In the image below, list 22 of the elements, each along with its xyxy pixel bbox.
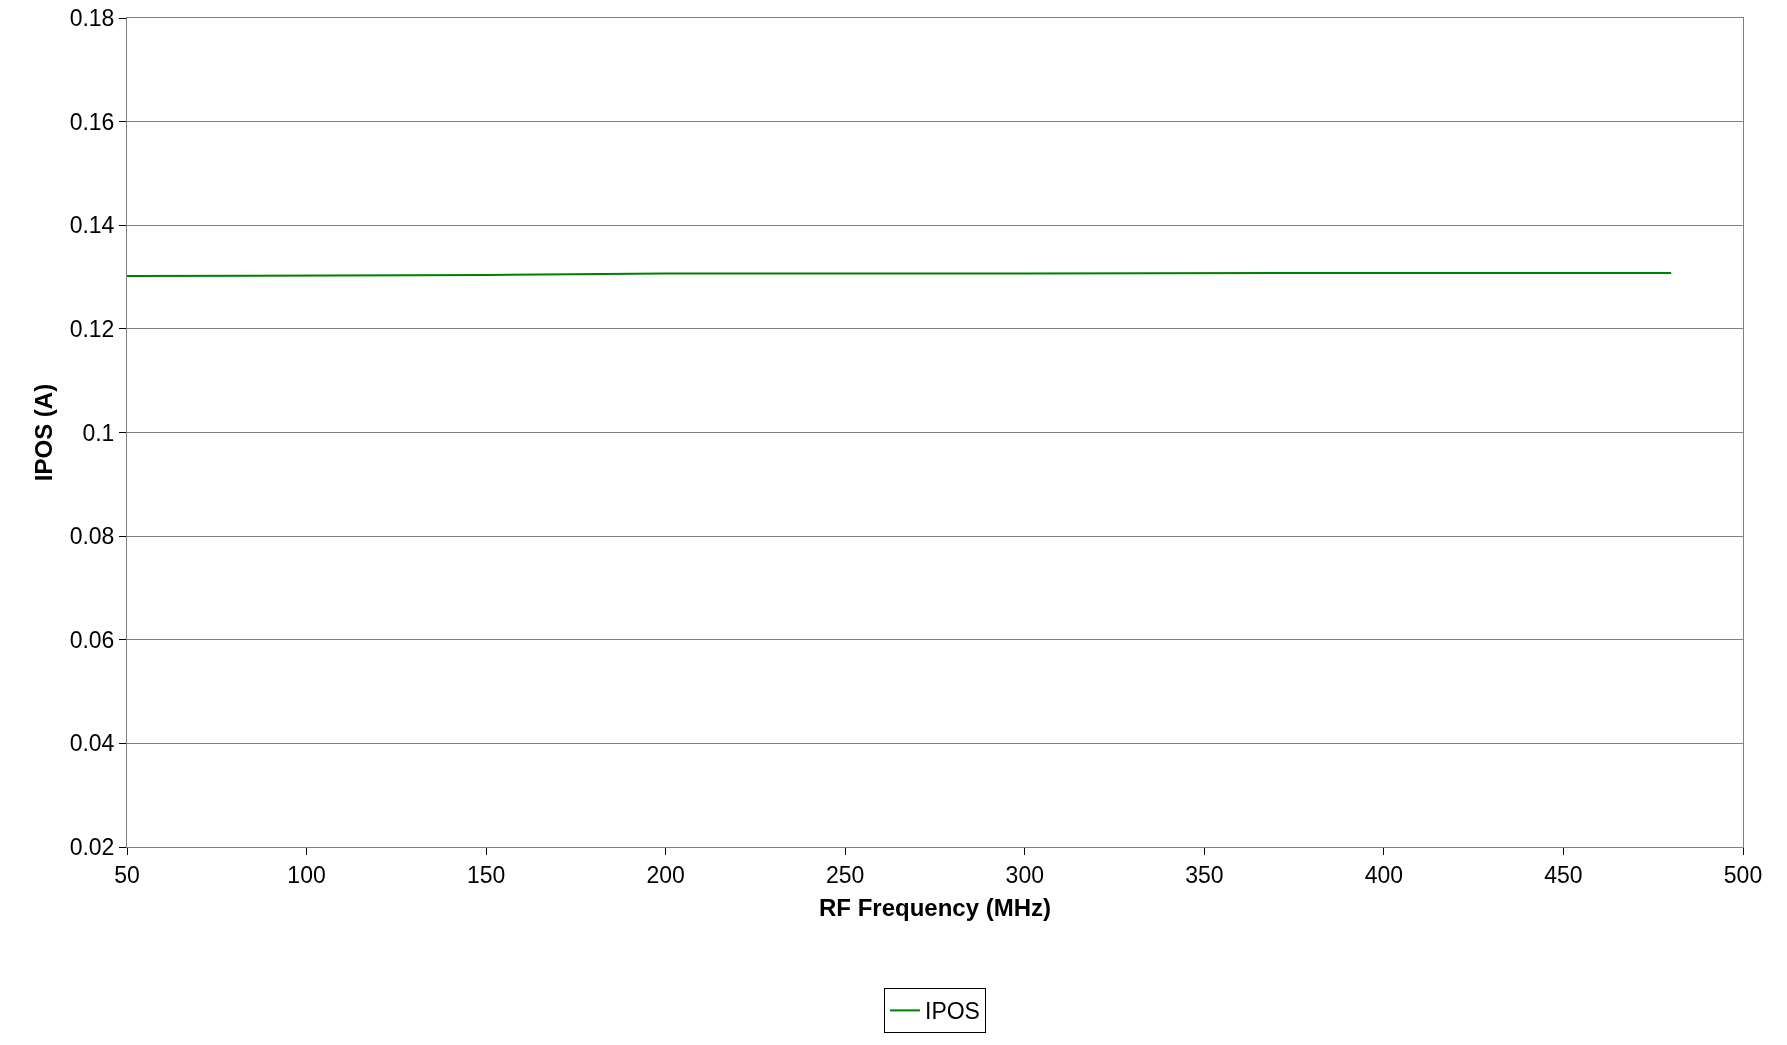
x-tick-label: 500 — [1723, 861, 1763, 888]
y-tick-label: 0.04 — [69, 730, 115, 757]
x-tick-label: 100 — [287, 861, 326, 888]
y-tick-label: 0.18 — [69, 5, 115, 32]
y-tick-label: 0.14 — [69, 212, 115, 239]
x-tick-label: 450 — [1544, 861, 1583, 888]
x-tick-label: 200 — [646, 861, 685, 888]
x-tick-label: 150 — [466, 861, 506, 888]
y-tick-label: 0.16 — [69, 108, 115, 135]
x-tick-label: 350 — [1185, 861, 1224, 888]
y-tick-label: 0.12 — [69, 315, 115, 342]
y-tick-label: 0.08 — [69, 523, 115, 550]
x-tick-label: 300 — [1005, 861, 1044, 888]
x-axis-title: RF Frequency (MHz) — [818, 893, 1052, 921]
x-tick-label: 400 — [1364, 861, 1404, 888]
y-axis-title: IPOS (A) — [29, 383, 57, 482]
y-tick-label: 0.1 — [82, 419, 115, 446]
y-tick-label: 0.06 — [69, 626, 115, 653]
x-tick-label: 250 — [826, 861, 865, 888]
x-tick-label: 50 — [114, 861, 140, 888]
legend-label: IPOS — [925, 998, 980, 1025]
y-tick-label: 0.02 — [69, 834, 115, 861]
